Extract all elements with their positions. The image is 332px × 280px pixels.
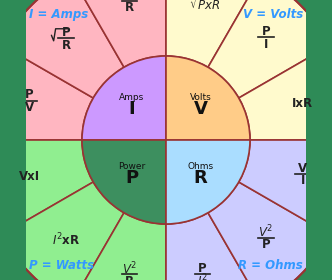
Wedge shape xyxy=(82,140,166,224)
Text: $\sqrt{PxR}$: $\sqrt{PxR}$ xyxy=(189,0,223,13)
Text: V: V xyxy=(194,100,208,118)
Text: V = Volts: V = Volts xyxy=(243,8,303,21)
Text: P: P xyxy=(125,169,138,187)
Text: Power: Power xyxy=(118,162,145,171)
Text: $V^2$: $V^2$ xyxy=(122,260,137,277)
Text: R: R xyxy=(61,39,70,52)
Wedge shape xyxy=(71,213,166,280)
Wedge shape xyxy=(208,182,331,280)
Text: $I^2$xR: $I^2$xR xyxy=(52,232,80,248)
Text: VxI: VxI xyxy=(19,170,40,183)
Wedge shape xyxy=(0,140,93,235)
Text: IxR: IxR xyxy=(292,97,313,110)
Text: R: R xyxy=(125,1,134,14)
Wedge shape xyxy=(82,56,166,140)
Wedge shape xyxy=(239,45,332,140)
Text: R: R xyxy=(125,275,134,280)
Text: I: I xyxy=(300,174,305,187)
Text: P: P xyxy=(262,25,270,38)
Text: V: V xyxy=(25,101,34,114)
Text: $I^2$: $I^2$ xyxy=(197,273,208,280)
Wedge shape xyxy=(166,213,261,280)
Text: P: P xyxy=(198,262,207,275)
Text: Volts: Volts xyxy=(190,93,211,102)
Text: P: P xyxy=(262,238,270,251)
Text: Amps: Amps xyxy=(119,93,144,102)
Text: V: V xyxy=(125,0,134,1)
Wedge shape xyxy=(166,56,250,140)
Text: R = Ohms: R = Ohms xyxy=(238,259,303,272)
Wedge shape xyxy=(166,140,250,224)
Wedge shape xyxy=(239,140,332,235)
Wedge shape xyxy=(1,182,124,280)
Text: I: I xyxy=(264,38,268,51)
Text: P: P xyxy=(62,27,70,39)
Wedge shape xyxy=(166,0,261,67)
Text: I = Amps: I = Amps xyxy=(29,8,88,21)
Wedge shape xyxy=(0,45,93,140)
Text: R: R xyxy=(194,169,207,187)
Text: I: I xyxy=(128,100,135,118)
Wedge shape xyxy=(208,0,331,98)
Wedge shape xyxy=(71,0,166,67)
Text: V: V xyxy=(298,162,307,175)
Text: P = Watts: P = Watts xyxy=(29,259,94,272)
Text: $V^2$: $V^2$ xyxy=(258,224,274,241)
Text: Ohms: Ohms xyxy=(187,162,213,171)
Wedge shape xyxy=(1,0,124,98)
Text: P: P xyxy=(25,88,34,101)
